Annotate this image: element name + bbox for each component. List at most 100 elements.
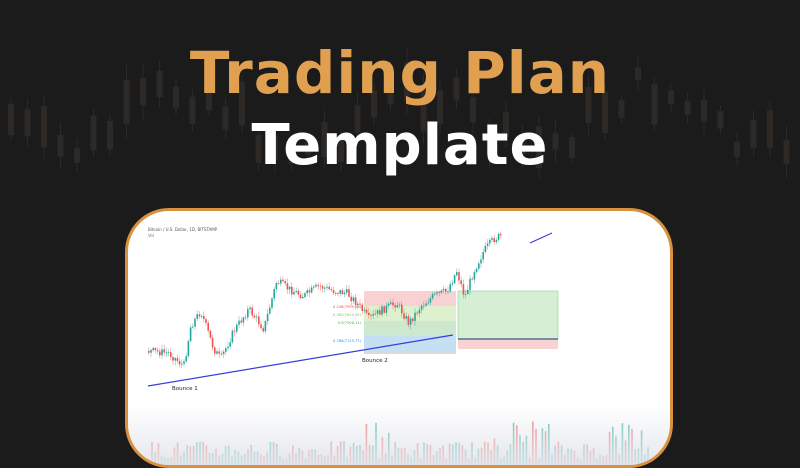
candle xyxy=(343,289,346,298)
candle xyxy=(374,309,377,316)
volume-bar xyxy=(205,445,208,465)
candle xyxy=(324,285,326,293)
volume-bar xyxy=(570,449,572,465)
volume-bar xyxy=(586,444,588,465)
volume-bar xyxy=(160,456,163,465)
volume-bar xyxy=(244,453,246,465)
candle xyxy=(475,267,478,274)
candle xyxy=(398,302,401,309)
volume-bar xyxy=(538,458,540,465)
volume-bar xyxy=(250,444,252,465)
candle xyxy=(381,304,383,317)
bg-candle xyxy=(222,97,229,139)
bg-candle xyxy=(437,79,443,135)
bg-candle xyxy=(41,94,47,159)
volume-bar xyxy=(324,456,326,465)
bg-candle xyxy=(57,122,64,170)
bg-candle xyxy=(255,127,262,171)
bg-candle xyxy=(701,86,707,135)
candle xyxy=(332,286,335,295)
volume-bar xyxy=(375,422,377,465)
bg-candle xyxy=(750,110,757,158)
volume-bar xyxy=(413,450,416,465)
volume-bar xyxy=(535,428,537,465)
volume-bar xyxy=(580,458,582,465)
chart-card: Bitcoin / U.S. Dollar, 1D, BITSTAMP Vol … xyxy=(125,208,673,468)
bounce-2-label: Bounce 2 xyxy=(362,358,388,364)
candle xyxy=(194,317,196,331)
volume-bar xyxy=(583,444,585,465)
candle xyxy=(396,301,399,309)
title-template: Template xyxy=(251,113,549,178)
volume-bar xyxy=(608,431,611,465)
candle xyxy=(238,315,240,329)
bg-candle xyxy=(189,89,196,132)
candle xyxy=(200,314,203,319)
candle xyxy=(376,309,379,318)
volume-bar xyxy=(311,449,313,465)
volume-bar xyxy=(528,457,531,465)
candle xyxy=(216,348,218,355)
volume-bar xyxy=(164,457,166,465)
candle xyxy=(159,348,161,359)
volume-bar xyxy=(516,425,518,465)
candle xyxy=(165,347,168,358)
volume-bar xyxy=(423,442,425,465)
volume-bar xyxy=(522,441,524,465)
candle xyxy=(185,352,187,363)
volume-bar xyxy=(573,450,576,465)
candle xyxy=(387,301,390,309)
candle xyxy=(489,238,491,247)
candle xyxy=(280,276,282,287)
volume-bar xyxy=(519,435,521,465)
volume-bar xyxy=(228,445,230,465)
volume-bar xyxy=(304,458,307,465)
candle xyxy=(361,302,363,315)
candle xyxy=(418,306,421,318)
candle xyxy=(392,298,394,310)
candle xyxy=(346,284,348,296)
candle xyxy=(148,347,150,355)
candle xyxy=(286,278,289,294)
volume-bar xyxy=(512,422,515,465)
candle xyxy=(170,347,172,361)
volume-bar xyxy=(173,447,176,465)
candle xyxy=(383,305,385,314)
volume-bar xyxy=(432,454,435,465)
trendline-top xyxy=(529,232,553,244)
bg-candle xyxy=(140,63,146,120)
candle xyxy=(154,346,157,354)
volume-bar xyxy=(231,456,233,465)
volume-bar xyxy=(599,454,601,465)
volume-bar xyxy=(314,449,316,465)
candle xyxy=(365,306,368,315)
volume-bar xyxy=(397,447,400,465)
candle xyxy=(412,317,414,324)
bg-candle xyxy=(635,57,641,91)
volume-bar xyxy=(400,448,403,465)
candle xyxy=(236,322,238,334)
candle xyxy=(220,350,223,357)
candle xyxy=(203,311,205,323)
volume-bar xyxy=(464,449,467,465)
candle xyxy=(451,279,454,287)
volume-bar xyxy=(493,438,496,465)
volume-bar xyxy=(359,445,361,465)
volume-bar xyxy=(560,445,563,465)
volume-bar xyxy=(256,451,259,465)
candle xyxy=(260,321,262,330)
candle xyxy=(464,289,467,299)
volume-bar xyxy=(320,454,323,465)
volume-bar xyxy=(484,441,486,465)
fib-band-blue xyxy=(364,336,456,351)
candle xyxy=(198,310,201,319)
candle xyxy=(425,300,427,307)
background-candlestick-pattern xyxy=(8,48,790,179)
candle xyxy=(368,307,370,319)
candle xyxy=(405,312,407,321)
candle xyxy=(453,273,456,285)
bg-candle xyxy=(618,94,625,124)
candle xyxy=(495,237,498,245)
volume-bar xyxy=(180,455,182,465)
volume-bar xyxy=(183,451,185,465)
